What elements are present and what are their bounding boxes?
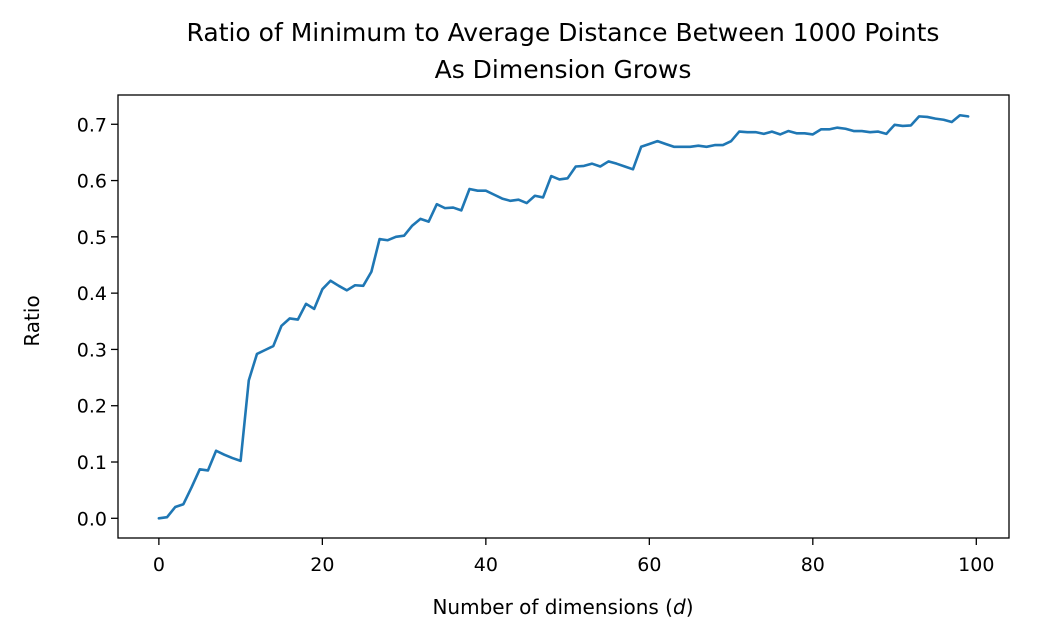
plot-frame [117, 94, 1010, 539]
chart-subtitle: As Dimension Grows [435, 55, 692, 84]
y-tick-label: 0.5 [77, 227, 107, 249]
y-tick-label: 0.0 [77, 508, 107, 530]
x-tick-label: 80 [801, 554, 825, 576]
y-axis-label: Ratio [20, 295, 44, 346]
x-tick-label: 100 [958, 554, 994, 576]
x-axis-label-end: ) [686, 595, 694, 619]
y-tick-label: 0.1 [77, 452, 107, 474]
x-axis-label-variable: d [673, 595, 686, 619]
y-tick-label: 0.3 [77, 339, 107, 361]
y-tick-label: 0.2 [77, 396, 107, 418]
chart-title: Ratio of Minimum to Average Distance Bet… [187, 18, 940, 47]
y-tick-label: 0.4 [77, 283, 107, 305]
x-axis-label-text: Number of dimensions ( [432, 595, 673, 619]
y-tick-label: 0.6 [77, 171, 107, 193]
plot-area: 0.0 0.1 0.2 0.3 0.4 0.5 0.6 0.7 0 20 40 60 80 100 [77, 94, 1010, 576]
series-line [157, 113, 970, 520]
x-axis: 0 20 40 60 80 100 [153, 538, 994, 576]
x-axis-label: Number of dimensions (d) [432, 595, 693, 619]
x-tick-label: 0 [153, 554, 165, 576]
x-tick-label: 20 [310, 554, 334, 576]
x-tick-label: 60 [637, 554, 661, 576]
y-tick-label: 0.7 [77, 114, 107, 136]
y-axis: 0.0 0.1 0.2 0.3 0.4 0.5 0.6 0.7 [77, 114, 118, 530]
x-tick-label: 40 [474, 554, 498, 576]
